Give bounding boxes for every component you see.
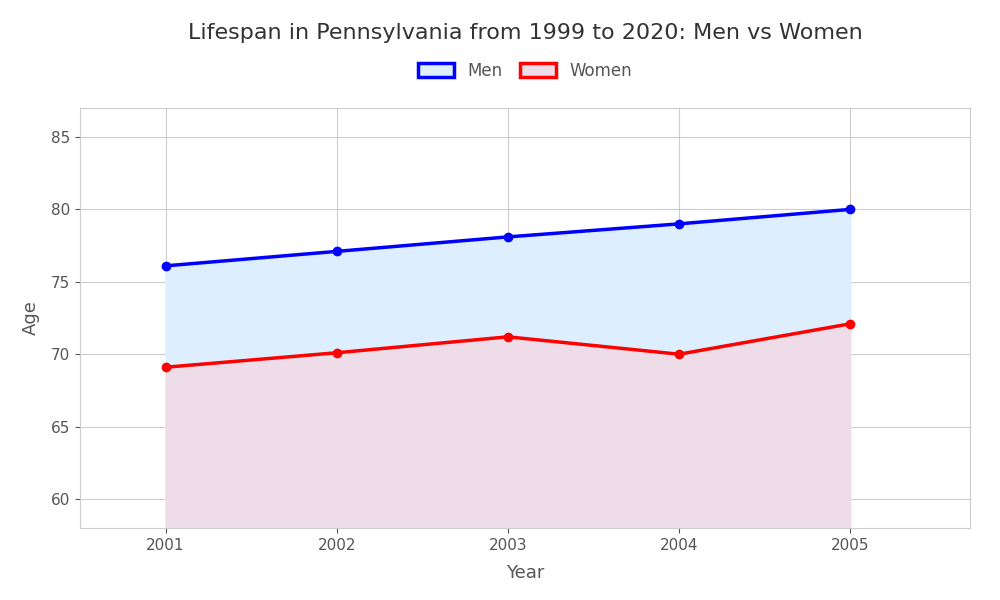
Y-axis label: Age: Age [22, 301, 40, 335]
Women [844, 320, 856, 328]
Legend: Men, Women: Men, Women [418, 62, 632, 80]
Line: Men: Men [161, 205, 854, 270]
Women [331, 349, 343, 356]
Women [160, 364, 172, 371]
Men [502, 233, 514, 241]
Women [502, 333, 514, 340]
Men [673, 220, 685, 227]
Men [160, 262, 172, 269]
X-axis label: Year: Year [506, 564, 544, 582]
Women [673, 350, 685, 358]
Men [331, 248, 343, 255]
Men [844, 206, 856, 213]
Title: Lifespan in Pennsylvania from 1999 to 2020: Men vs Women: Lifespan in Pennsylvania from 1999 to 20… [188, 23, 862, 43]
Line: Women: Women [161, 320, 854, 371]
